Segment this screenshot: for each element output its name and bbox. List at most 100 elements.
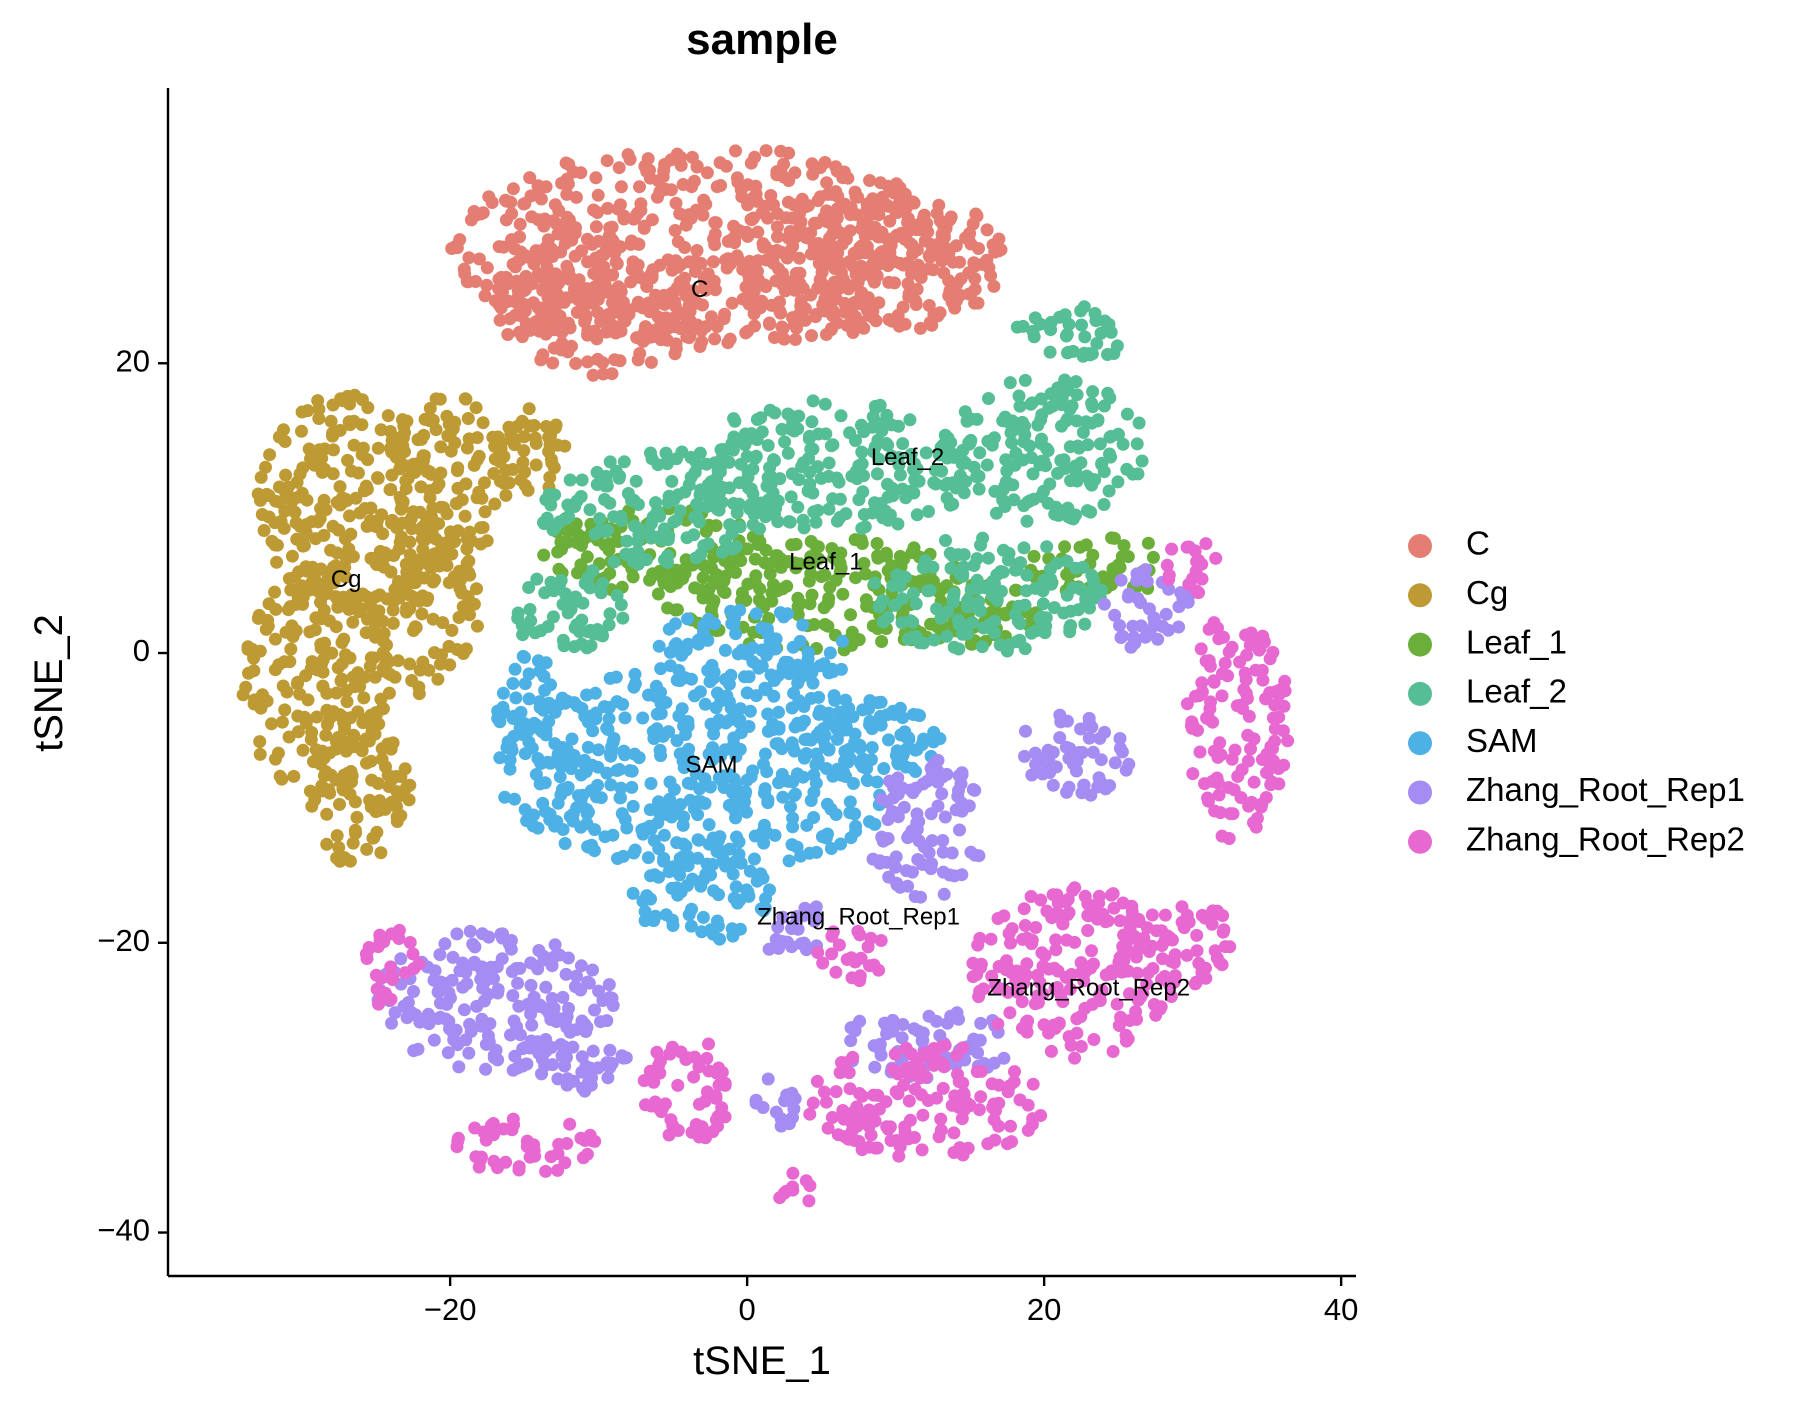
point: [600, 1014, 614, 1028]
point: [559, 967, 573, 981]
point: [759, 280, 773, 294]
y-tick-label: 20: [116, 343, 150, 378]
point: [528, 1149, 542, 1163]
point: [482, 190, 496, 204]
point: [558, 1059, 572, 1073]
point: [434, 996, 447, 1010]
point: [940, 451, 954, 465]
point: [513, 300, 527, 313]
x-axis-ticks: −20 0 20 40: [424, 1276, 1358, 1327]
point: [776, 910, 790, 924]
point: [699, 197, 713, 211]
point: [1116, 629, 1130, 643]
point: [854, 533, 868, 547]
point: [681, 612, 695, 626]
point: [912, 217, 926, 231]
point: [1031, 989, 1045, 1003]
point: [725, 922, 739, 936]
point: [603, 496, 617, 510]
point: [674, 158, 688, 172]
point: [997, 1051, 1011, 1065]
point: [619, 547, 633, 561]
point: [363, 941, 376, 955]
point: [908, 1082, 922, 1096]
point: [813, 704, 827, 718]
point: [640, 553, 653, 567]
point: [951, 1067, 964, 1081]
point: [388, 670, 402, 684]
point: [1000, 1137, 1014, 1151]
point: [603, 566, 617, 580]
point: [881, 490, 895, 504]
point: [552, 698, 566, 712]
point: [700, 1085, 714, 1099]
point: [1060, 554, 1074, 568]
point: [749, 179, 763, 193]
x-tick-label: 0: [739, 1292, 756, 1327]
point: [1000, 644, 1014, 658]
point: [725, 296, 739, 310]
point: [659, 321, 673, 335]
legend-label: Leaf_2: [1466, 673, 1567, 710]
point: [906, 615, 920, 629]
point: [1103, 391, 1117, 405]
point: [345, 769, 359, 783]
point: [1094, 326, 1108, 340]
point: [1115, 948, 1129, 962]
point: [747, 852, 761, 866]
point: [618, 711, 632, 725]
point: [1009, 583, 1023, 597]
point: [523, 603, 537, 616]
point: [651, 190, 664, 204]
point: [923, 250, 937, 264]
point: [776, 790, 790, 804]
point: [857, 321, 871, 335]
point: [970, 1065, 984, 1079]
point: [423, 401, 437, 415]
point: [576, 284, 590, 298]
point: [542, 430, 556, 444]
point: [804, 691, 818, 705]
point: [374, 846, 388, 860]
point: [851, 924, 865, 938]
point: [460, 542, 474, 556]
point: [749, 1093, 763, 1107]
point: [1249, 820, 1263, 834]
point: [865, 506, 879, 520]
point: [1016, 319, 1030, 333]
point: [661, 601, 675, 615]
point: [826, 769, 840, 783]
point: [793, 207, 806, 221]
point: [661, 566, 675, 579]
point: [834, 409, 848, 423]
point: [403, 588, 417, 602]
point: [909, 298, 923, 311]
point: [652, 174, 665, 188]
point: [627, 260, 641, 274]
point: [1104, 325, 1118, 339]
point: [1214, 806, 1227, 820]
point: [704, 923, 718, 937]
point: [480, 261, 494, 275]
point: [496, 686, 510, 700]
point: [532, 179, 545, 193]
point: [798, 901, 812, 915]
point: [432, 477, 446, 491]
point: [348, 795, 362, 809]
point: [1216, 925, 1230, 939]
point: [718, 1076, 732, 1090]
point: [239, 680, 253, 694]
point: [568, 500, 582, 513]
point: [1160, 558, 1174, 572]
point: [1060, 933, 1074, 947]
legend-label: Zhang_Root_Rep1: [1466, 771, 1745, 808]
point: [1081, 924, 1095, 937]
point: [844, 951, 858, 965]
point: [609, 326, 623, 340]
point: [582, 1133, 595, 1146]
point: [868, 1060, 882, 1074]
point: [892, 419, 905, 433]
point: [761, 1072, 775, 1086]
point: [1247, 775, 1261, 789]
point: [1240, 692, 1254, 705]
